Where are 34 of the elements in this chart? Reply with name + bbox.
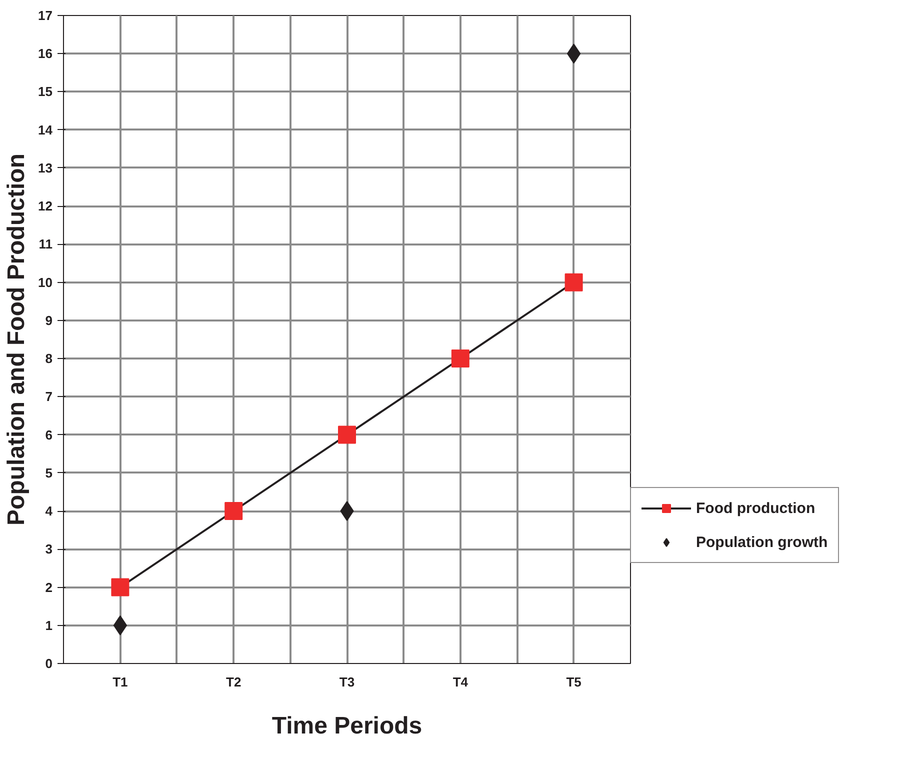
y-tick-label: 3 (45, 542, 53, 557)
legend-label: Food production (696, 500, 816, 516)
y-tick-label: 16 (38, 46, 53, 62)
x-tick-label: T1 (112, 674, 128, 690)
y-tick-label: 2 (45, 580, 53, 595)
point (111, 578, 130, 596)
y-tick-label: 12 (38, 198, 53, 214)
point (338, 426, 356, 444)
y-tick-label: 1 (45, 618, 53, 633)
x-tick-label: T5 (566, 674, 582, 690)
point (451, 350, 470, 368)
legend-label: Population growth (696, 534, 828, 550)
y-tick-label: 14 (38, 122, 54, 138)
y-tick-label: 17 (38, 8, 53, 23)
y-tick-label: 0 (45, 656, 53, 671)
y-tick-label: 7 (45, 389, 53, 404)
y-axis-title: Population and Food Production (3, 154, 30, 526)
x-tick-label: T3 (339, 674, 355, 690)
y-tick-label: 13 (38, 160, 53, 176)
x-tick-label: T2 (226, 674, 242, 690)
y-tick-label: 6 (45, 427, 53, 442)
point (564, 273, 583, 292)
y-tick-label: 9 (45, 312, 53, 328)
x-axis-title: Time Periods (272, 712, 422, 740)
y-tick-label: 5 (45, 465, 53, 480)
x-tick-label: T4 (452, 674, 469, 690)
y-tick-label: 15 (38, 84, 53, 100)
y-tick-label: 8 (45, 351, 53, 366)
point (113, 615, 128, 636)
point (224, 502, 243, 520)
y-tick-label: 11 (38, 236, 53, 252)
point (566, 44, 581, 64)
y-tick-label: 10 (38, 274, 53, 290)
y-tick-label: 4 (45, 504, 54, 519)
